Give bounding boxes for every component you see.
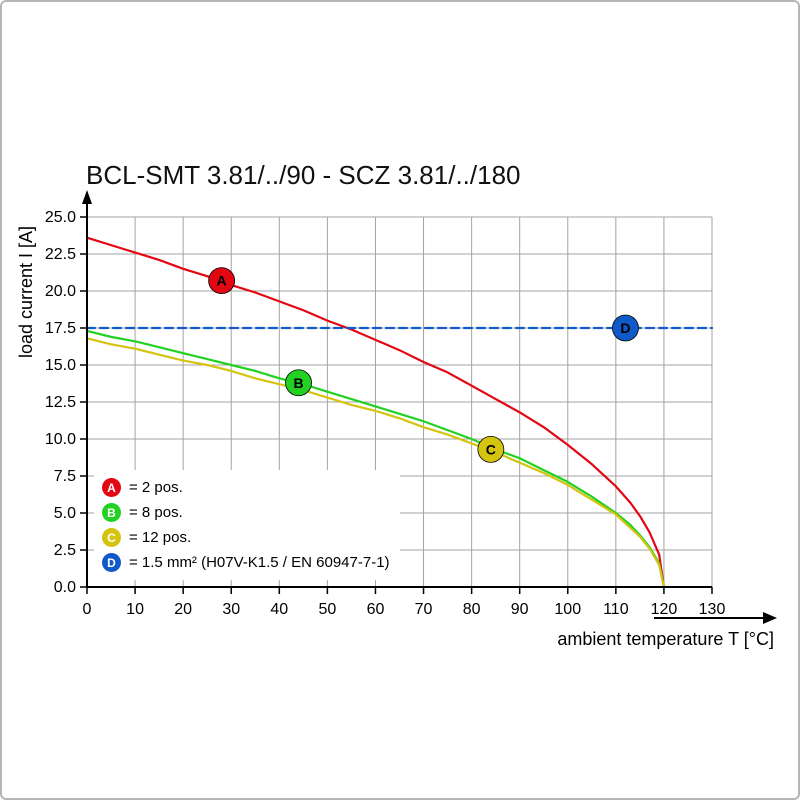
marker-B bbox=[285, 369, 312, 397]
x-tick-label: 30 bbox=[222, 601, 240, 618]
y-tick-label: 17.5 bbox=[45, 320, 76, 337]
legend-marker-B: B bbox=[102, 503, 121, 522]
y-tick-label: 22.5 bbox=[45, 246, 76, 263]
marker-letter-A: A bbox=[217, 273, 227, 289]
x-tick-label: 40 bbox=[270, 601, 288, 618]
marker-letter-B: B bbox=[293, 375, 303, 391]
legend-label-D: = 1.5 mm² (H07V-K1.5 / EN 60947-7-1) bbox=[129, 554, 390, 571]
x-tick-label: 0 bbox=[83, 601, 92, 618]
chart-legend: A = 2 pos. B = 8 pos. C = 12 pos. D = 1.5 mm² (… bbox=[94, 470, 400, 580]
y-axis-arrow-icon bbox=[82, 190, 92, 204]
x-tick-label: 10 bbox=[126, 601, 144, 618]
marker-C bbox=[477, 435, 505, 463]
x-tick-label: 70 bbox=[415, 601, 433, 618]
x-tick-label: 20 bbox=[174, 601, 192, 618]
x-tick-label: 60 bbox=[367, 601, 385, 618]
legend-item-C: C = 12 pos. bbox=[102, 525, 390, 550]
x-axis-arrow-icon bbox=[763, 612, 777, 624]
legend-item-B: B = 8 pos. bbox=[102, 500, 390, 525]
y-tick-label: 0.0 bbox=[54, 579, 76, 596]
x-tick-label: 110 bbox=[603, 601, 629, 618]
x-tick-label: 130 bbox=[699, 601, 726, 618]
curve-C bbox=[85, 337, 666, 589]
marker-letter-D: D bbox=[620, 320, 630, 336]
y-tick-label: 7.5 bbox=[54, 468, 76, 485]
marker-D bbox=[612, 314, 639, 342]
legend-label-C: = 12 pos. bbox=[129, 529, 192, 546]
y-tick-label: 2.5 bbox=[54, 542, 76, 559]
y-tick-label: 25.0 bbox=[45, 209, 76, 226]
y-tick-label: 5.0 bbox=[54, 505, 76, 522]
x-axis-title: ambient temperature T [°C] bbox=[557, 629, 774, 649]
legend-marker-A: A bbox=[102, 478, 121, 497]
x-tick-label: 120 bbox=[651, 601, 678, 618]
legend-item-A: A = 2 pos. bbox=[102, 475, 390, 500]
marker-A bbox=[208, 267, 236, 295]
curve-B bbox=[85, 329, 666, 589]
legend-marker-D: D bbox=[102, 553, 121, 572]
legend-label-A: = 2 pos. bbox=[129, 479, 183, 496]
y-tick-label: 20.0 bbox=[45, 283, 76, 300]
y-axis-title: load current I [A] bbox=[16, 226, 36, 358]
y-tick-label: 10.0 bbox=[45, 431, 76, 448]
y-tick-label: 15.0 bbox=[45, 357, 76, 374]
legend-marker-C: C bbox=[102, 528, 121, 547]
legend-label-B: = 8 pos. bbox=[129, 504, 183, 521]
curve-A bbox=[85, 236, 666, 589]
chart-title: BCL-SMT 3.81/../90 - SCZ 3.81/../180 bbox=[86, 160, 521, 190]
x-tick-label: 50 bbox=[318, 601, 336, 618]
legend-item-D: D = 1.5 mm² (H07V-K1.5 / EN 60947-7-1) bbox=[102, 550, 390, 575]
marker-letter-C: C bbox=[486, 441, 496, 457]
y-tick-label: 12.5 bbox=[45, 394, 76, 411]
x-tick-label: 90 bbox=[511, 601, 529, 618]
x-tick-label: 80 bbox=[463, 601, 481, 618]
x-tick-label: 100 bbox=[554, 601, 581, 618]
